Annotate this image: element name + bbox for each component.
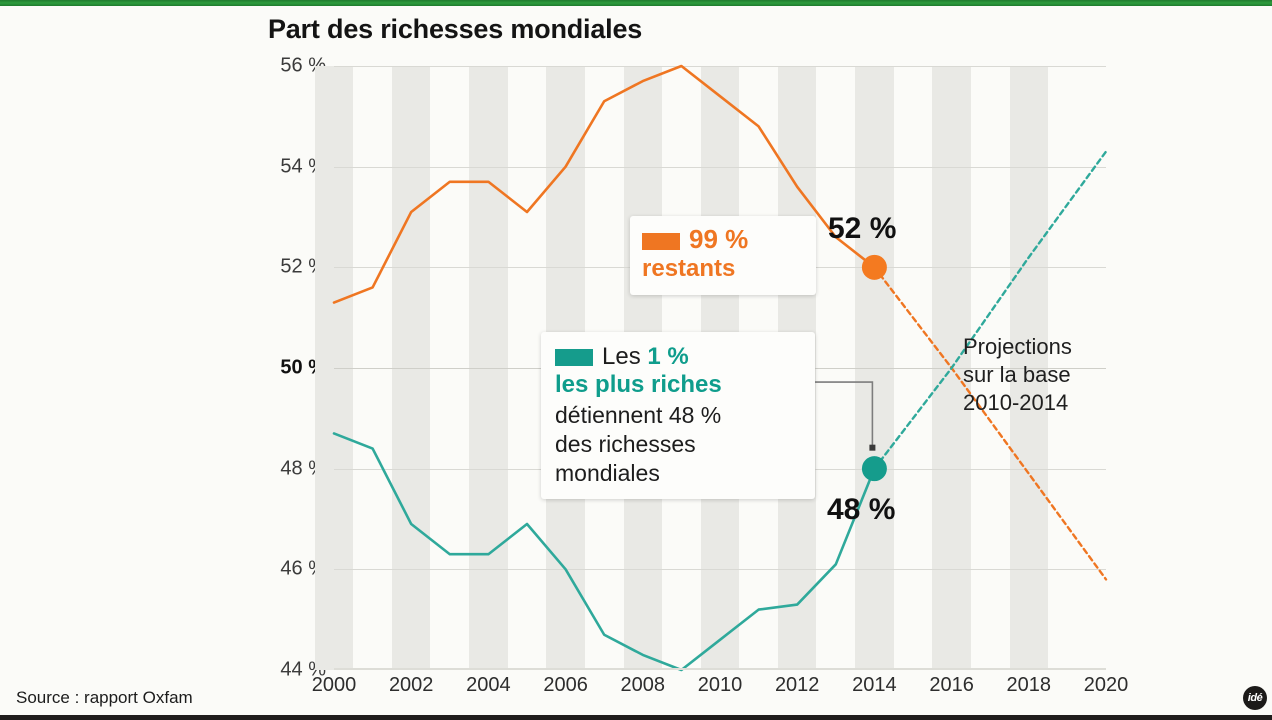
y-axis-tick-label: 56 % <box>280 54 326 77</box>
projection-line-3: 2010-2014 <box>963 390 1069 416</box>
ide-logo: idé <box>1243 686 1267 710</box>
y-axis-tick-label: 44 % <box>280 658 326 681</box>
orange-projection-line <box>873 266 1108 581</box>
projection-annotation: Projections sur la base 2010-2014 <box>963 333 1072 417</box>
teal-value-label: 48 % <box>827 493 896 526</box>
orange-swatch <box>642 233 680 250</box>
callout-arrow-head <box>869 444 876 451</box>
x-axis-tick-label: 2008 <box>620 674 666 696</box>
x-axis-tick-label: 2006 <box>543 674 588 696</box>
teal-projection-line <box>873 150 1108 470</box>
legend-1-value: 1 % <box>647 343 689 370</box>
gridline <box>334 166 1106 168</box>
y-axis: 44 % 46 % 48 % 50 % 52 % 54 % 56 % <box>264 55 326 681</box>
orange-2014-marker <box>861 254 887 280</box>
legend-card-99-percent: 99 % restants <box>630 216 816 295</box>
legend-1-prefix: Les <box>602 343 648 370</box>
axis-baseline <box>334 668 1106 670</box>
chart-lines <box>332 64 1108 672</box>
x-axis-tick-label: 2020 <box>1083 674 1129 696</box>
legend-1-row: Les 1 % <box>555 343 801 370</box>
x-axis-tick-label: 2000 <box>311 674 357 696</box>
callout-leader-line <box>801 381 874 447</box>
legend-1-line3: détiennent 48 % <box>555 402 722 429</box>
chart-plot-area <box>314 64 1108 672</box>
x-axis-tick-label: 2004 <box>466 674 511 696</box>
teal-2014-marker <box>861 456 887 482</box>
source-caption: Source : rapport Oxfam <box>16 688 193 707</box>
teal-history-line <box>332 432 876 672</box>
x-axis-tick-label: 2012 <box>774 674 820 696</box>
teal-swatch <box>555 349 593 366</box>
legend-1-line5: mondiales <box>555 460 660 487</box>
bottom-bar <box>0 715 1272 720</box>
x-axis: 2000 2002 2004 2006 2008 2010 2012 2014 2016 2018… <box>312 674 1129 708</box>
gridline <box>334 66 1106 67</box>
y-axis-tick-label: 54 % <box>280 155 326 178</box>
legend-99-value: 99 % <box>689 224 749 254</box>
orange-history-line <box>332 64 876 304</box>
x-axis-tick-label: 2002 <box>388 674 434 696</box>
y-axis-tick-label: 48 % <box>280 457 326 480</box>
gridline <box>334 569 1106 571</box>
projection-line-2: sur la base <box>963 362 1071 388</box>
legend-card-1-percent: Les 1 % les plus riches détiennent 48 % … <box>541 332 815 500</box>
x-axis-tick-label: 2014 <box>852 674 897 696</box>
legend-99-label: restants <box>642 255 736 283</box>
x-axis-tick-label: 2018 <box>1006 674 1052 696</box>
orange-value-label: 52 % <box>828 212 897 245</box>
legend-99-row: 99 % <box>642 224 804 254</box>
y-axis-tick-label: 50 % <box>280 356 326 379</box>
top-green-bar <box>0 0 1272 6</box>
page-title: Part des richesses mondiales <box>268 14 643 44</box>
x-axis-tick-label: 2010 <box>697 674 743 696</box>
legend-1-line4: des richesses <box>555 431 696 458</box>
y-axis-tick-label: 46 % <box>280 557 326 580</box>
legend-1-line2: les plus riches <box>555 371 722 399</box>
y-axis-tick-label: 52 % <box>280 255 326 278</box>
projection-line-1: Projections <box>963 334 1072 359</box>
x-axis-tick-label: 2016 <box>929 674 974 696</box>
